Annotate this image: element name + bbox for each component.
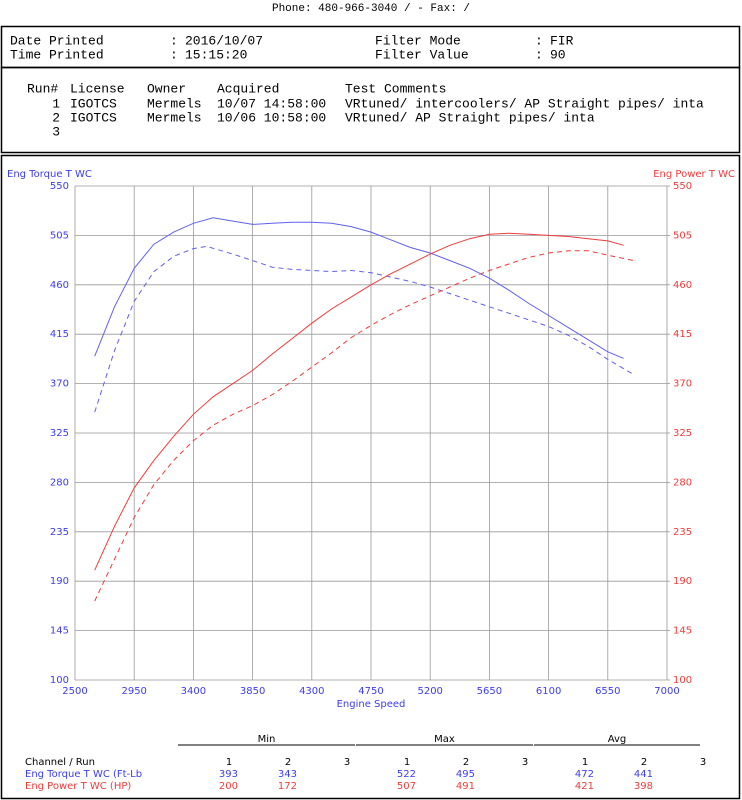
y2-tick-label: 505 <box>673 230 692 241</box>
y-tick-label: 145 <box>50 626 69 637</box>
x-tick-label: 3400 <box>181 686 206 697</box>
run-number: 3 <box>700 757 706 768</box>
x-tick-label: 2950 <box>121 686 146 697</box>
runs-cell: 10/06 10:58:00 <box>217 110 326 125</box>
info-sep: : <box>535 33 543 48</box>
x-tick-label: 5200 <box>417 686 442 697</box>
runs-cell: 1 <box>52 96 60 111</box>
x-tick-label: 5650 <box>477 686 502 697</box>
x-tick-label: 4300 <box>299 686 324 697</box>
runs-cell: IGOTCS <box>70 96 117 111</box>
runs-cell: 3 <box>52 124 60 139</box>
runs-cell: Mermels <box>147 96 202 111</box>
x-tick-label: 6550 <box>595 686 620 697</box>
runs-column: Acquired <box>217 81 279 96</box>
runs-column: Test Comments <box>345 81 446 96</box>
summary-value: 491 <box>456 781 475 792</box>
info-label: Time Printed <box>10 47 104 62</box>
run-number: 1 <box>404 757 410 768</box>
y2-tick-label: 325 <box>673 428 692 439</box>
runs-cell: VRtuned/ AP Straight pipes/ inta <box>345 110 595 125</box>
run-number: 2 <box>641 757 647 768</box>
summary-value: 421 <box>575 781 594 792</box>
info-sep: : <box>170 47 178 62</box>
y-tick-label: 505 <box>50 230 69 241</box>
summary-value: 200 <box>219 781 238 792</box>
info-value: 2016/10/07 <box>185 33 263 48</box>
y-tick-label: 235 <box>50 527 69 538</box>
summary-group: Avg <box>608 734 627 745</box>
y2-tick-label: 550 <box>673 181 692 192</box>
x-tick-label: 6100 <box>536 686 561 697</box>
y-tick-label: 100 <box>50 675 69 686</box>
summary-header: Channel / Run <box>25 757 95 768</box>
series-line <box>94 250 635 602</box>
summary-group: Min <box>258 734 276 745</box>
y-tick-label: 460 <box>50 280 69 291</box>
y2-tick-label: 280 <box>673 477 692 488</box>
runs-cell: 2 <box>52 110 60 125</box>
y2-tick-label: 370 <box>673 379 692 390</box>
y-tick-label: 550 <box>50 181 69 192</box>
channel-name: Eng Torque T WC (Ft-Lb <box>25 769 142 780</box>
info-value: FIR <box>550 33 574 48</box>
y2-axis-title: Eng Power T WC <box>653 169 735 180</box>
x-tick-label: 7000 <box>654 686 679 697</box>
runs-box <box>0 66 741 154</box>
info-label: Filter Value <box>375 47 469 62</box>
y2-tick-label: 460 <box>673 280 692 291</box>
run-number: 2 <box>285 757 291 768</box>
summary-value: 507 <box>397 781 416 792</box>
y2-tick-label: 235 <box>673 527 692 538</box>
summary-value: 398 <box>634 781 653 792</box>
y-tick-label: 415 <box>50 329 69 340</box>
series-line <box>94 232 624 571</box>
y-tick-label: 325 <box>50 428 69 439</box>
runs-column: License <box>70 81 125 96</box>
info-label: Date Printed <box>10 33 104 48</box>
runs-column: Owner <box>147 81 186 96</box>
y2-tick-label: 145 <box>673 626 692 637</box>
runs-cell: Mermels <box>147 110 202 125</box>
summary-value: 441 <box>634 769 653 780</box>
y-axis-title: Eng Torque T WC <box>7 169 92 180</box>
run-number: 1 <box>226 757 232 768</box>
info-value: 90 <box>550 47 566 62</box>
series-line <box>94 217 624 359</box>
summary-value: 393 <box>219 769 238 780</box>
info-label: Filter Mode <box>375 33 461 48</box>
runs-cell: 10/07 14:58:00 <box>217 96 326 111</box>
summary-group: Max <box>434 734 455 745</box>
x-tick-label: 4750 <box>358 686 383 697</box>
x-tick-label: 2500 <box>62 686 87 697</box>
summary-value: 343 <box>278 769 297 780</box>
y-tick-label: 190 <box>50 576 69 587</box>
runs-cell: VRtuned/ intercoolers/ AP Straight pipes… <box>345 96 704 111</box>
chart-box <box>0 154 741 800</box>
run-number: 3 <box>344 757 350 768</box>
series-line <box>94 245 635 413</box>
summary-value: 495 <box>456 769 475 780</box>
runs-cell: IGOTCS <box>70 110 117 125</box>
y2-tick-label: 415 <box>673 329 692 340</box>
contact: Phone: 480-966-3040 / - Fax: / <box>272 3 470 15</box>
info-sep: : <box>170 33 178 48</box>
runs-column: Run# <box>27 81 58 96</box>
run-number: 3 <box>522 757 528 768</box>
info-value: 15:15:20 <box>185 47 247 62</box>
y2-tick-label: 190 <box>673 576 692 587</box>
y-tick-label: 280 <box>50 477 69 488</box>
summary-value: 172 <box>278 781 297 792</box>
run-number: 1 <box>582 757 588 768</box>
x-tick-label: 3850 <box>240 686 265 697</box>
run-number: 2 <box>463 757 469 768</box>
x-axis-title: Engine Speed <box>337 699 406 710</box>
y2-tick-label: 100 <box>673 675 692 686</box>
info-sep: : <box>535 47 543 62</box>
summary-value: 522 <box>397 769 416 780</box>
channel-name: Eng Power T WC (HP) <box>25 781 131 792</box>
y-tick-label: 370 <box>50 379 69 390</box>
summary-value: 472 <box>575 769 594 780</box>
